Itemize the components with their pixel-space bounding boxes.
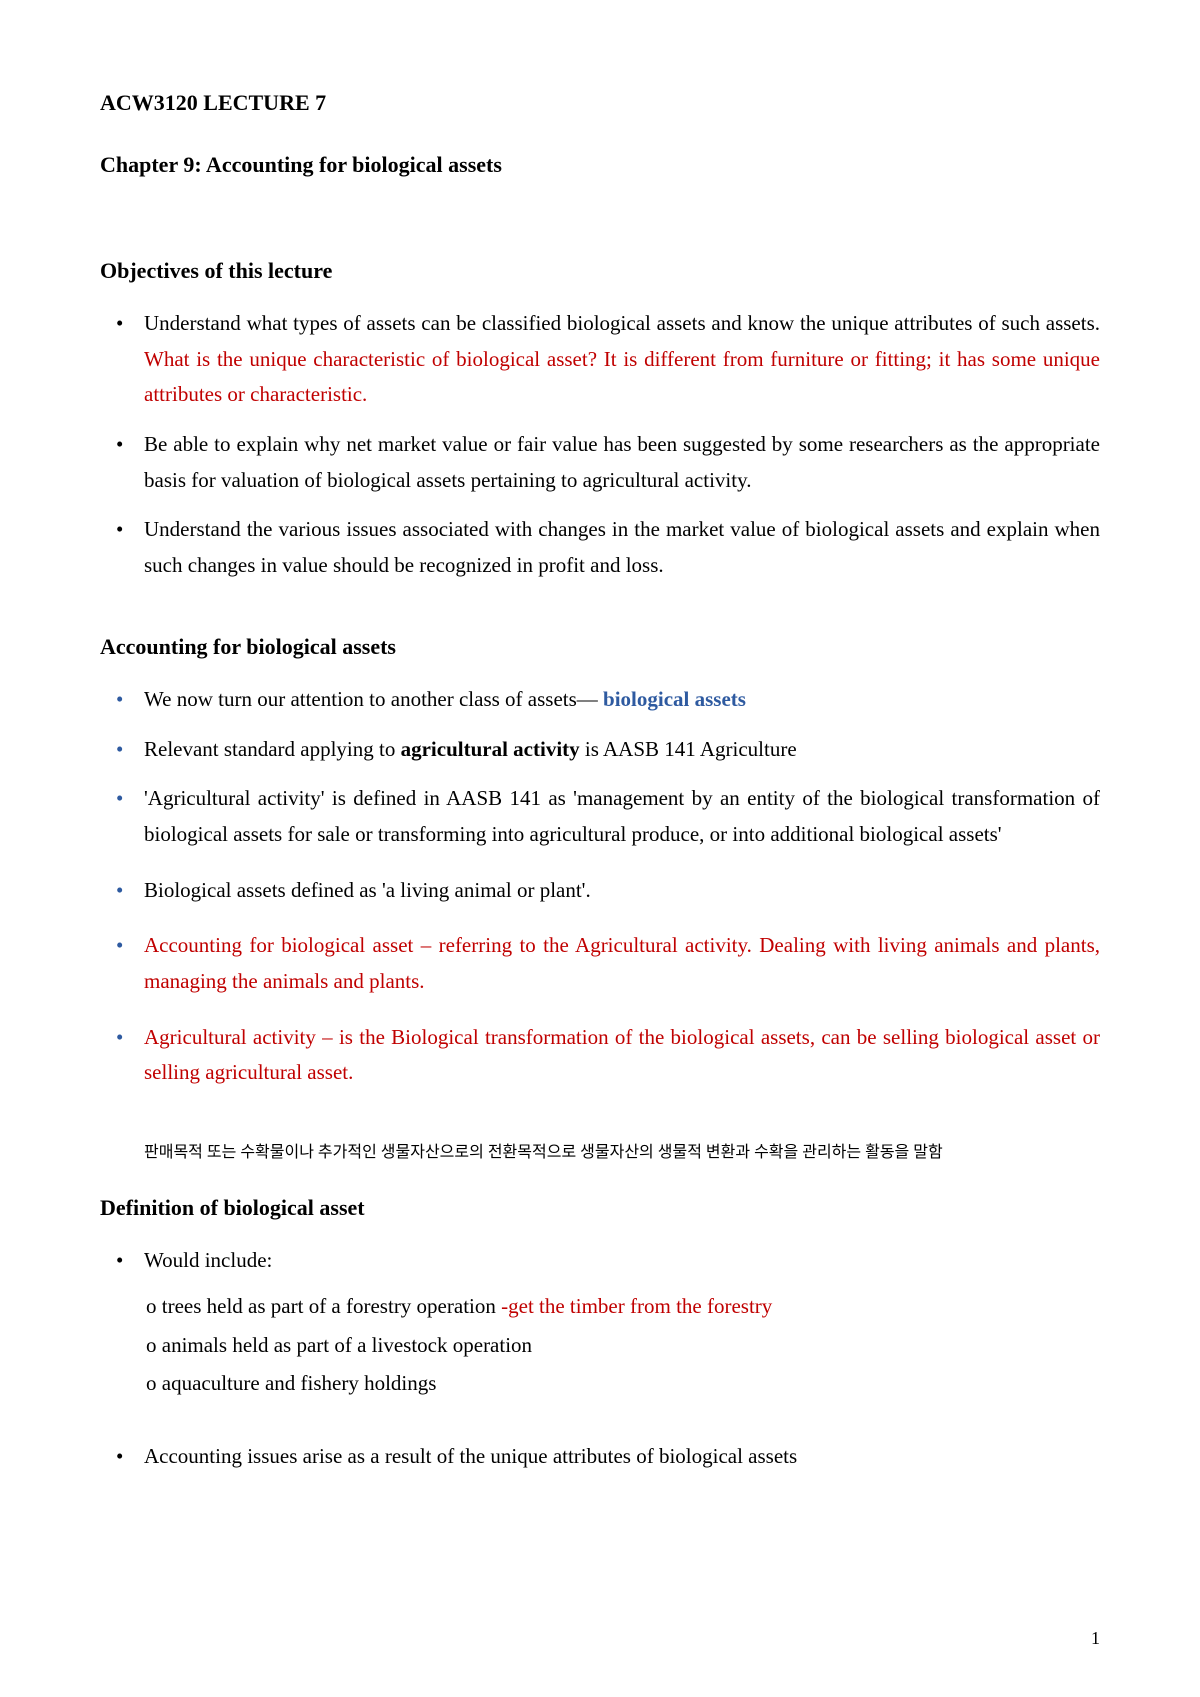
list-item: Understand the various issues associated… (100, 512, 1100, 583)
section-heading-accounting: Accounting for biological assets (100, 634, 1100, 660)
text: Biological assets defined as 'a living a… (144, 878, 591, 902)
definition-list-2: Accounting issues arise as a result of t… (100, 1439, 1100, 1475)
text: We now turn our attention to another cla… (144, 687, 603, 711)
page-title: ACW3120 LECTURE 7 (100, 90, 1100, 116)
text: Be able to explain why net market value … (144, 432, 1100, 492)
list-item: Accounting issues arise as a result of t… (100, 1439, 1100, 1475)
accounting-list: We now turn our attention to another cla… (100, 682, 1100, 1091)
text-red: -get the timber from the forestry (501, 1294, 772, 1318)
korean-note: 판매목적 또는 수확물이나 추가적인 생물자산으로의 전환목적으로 생물자산의 … (144, 1141, 1100, 1165)
sub-list: o trees held as part of a forestry opera… (144, 1287, 1100, 1404)
sub-item: o aquaculture and fishery holdings (144, 1364, 1100, 1403)
list-item: Agricultural activity – is the Biologica… (100, 1020, 1100, 1091)
list-item: We now turn our attention to another cla… (100, 682, 1100, 718)
page-number: 1 (1091, 1628, 1100, 1649)
text: o aquaculture and fishery holdings (146, 1371, 436, 1395)
list-item: Understand what types of assets can be c… (100, 306, 1100, 413)
text-red: Agricultural activity – is the Biologica… (144, 1025, 1100, 1085)
text-red: Accounting for biological asset – referr… (144, 933, 1100, 993)
text-blue-bold: biological assets (603, 687, 746, 711)
text: Understand what types of assets can be c… (144, 311, 1100, 335)
text: o trees held as part of a forestry opera… (146, 1294, 501, 1318)
list-item: Relevant standard applying to agricultur… (100, 732, 1100, 768)
text: Understand the various issues associated… (144, 517, 1100, 577)
list-item: Would include: o trees held as part of a… (100, 1243, 1100, 1403)
text: is AASB 141 Agriculture (580, 737, 797, 761)
list-item: Be able to explain why net market value … (100, 427, 1100, 498)
text: o animals held as part of a livestock op… (146, 1333, 532, 1357)
list-item: 'Agricultural activity' is defined in AA… (100, 781, 1100, 852)
list-item: Accounting for biological asset – referr… (100, 928, 1100, 999)
text-bold: agricultural activity (401, 737, 580, 761)
objectives-list: Understand what types of assets can be c… (100, 306, 1100, 584)
definition-list: Would include: o trees held as part of a… (100, 1243, 1100, 1403)
sub-item: o trees held as part of a forestry opera… (144, 1287, 1100, 1326)
sub-item: o animals held as part of a livestock op… (144, 1326, 1100, 1365)
text-red: What is the unique characteristic of bio… (144, 347, 1100, 407)
text: 'Agricultural activity' is defined in AA… (144, 786, 1100, 846)
chapter-heading: Chapter 9: Accounting for biological ass… (100, 152, 1100, 178)
section-heading-objectives: Objectives of this lecture (100, 258, 1100, 284)
text: Would include: (144, 1248, 272, 1272)
text: Accounting issues arise as a result of t… (144, 1444, 797, 1468)
text: Relevant standard applying to (144, 737, 401, 761)
section-heading-definition: Definition of biological asset (100, 1195, 1100, 1221)
list-item: Biological assets defined as 'a living a… (100, 873, 1100, 909)
